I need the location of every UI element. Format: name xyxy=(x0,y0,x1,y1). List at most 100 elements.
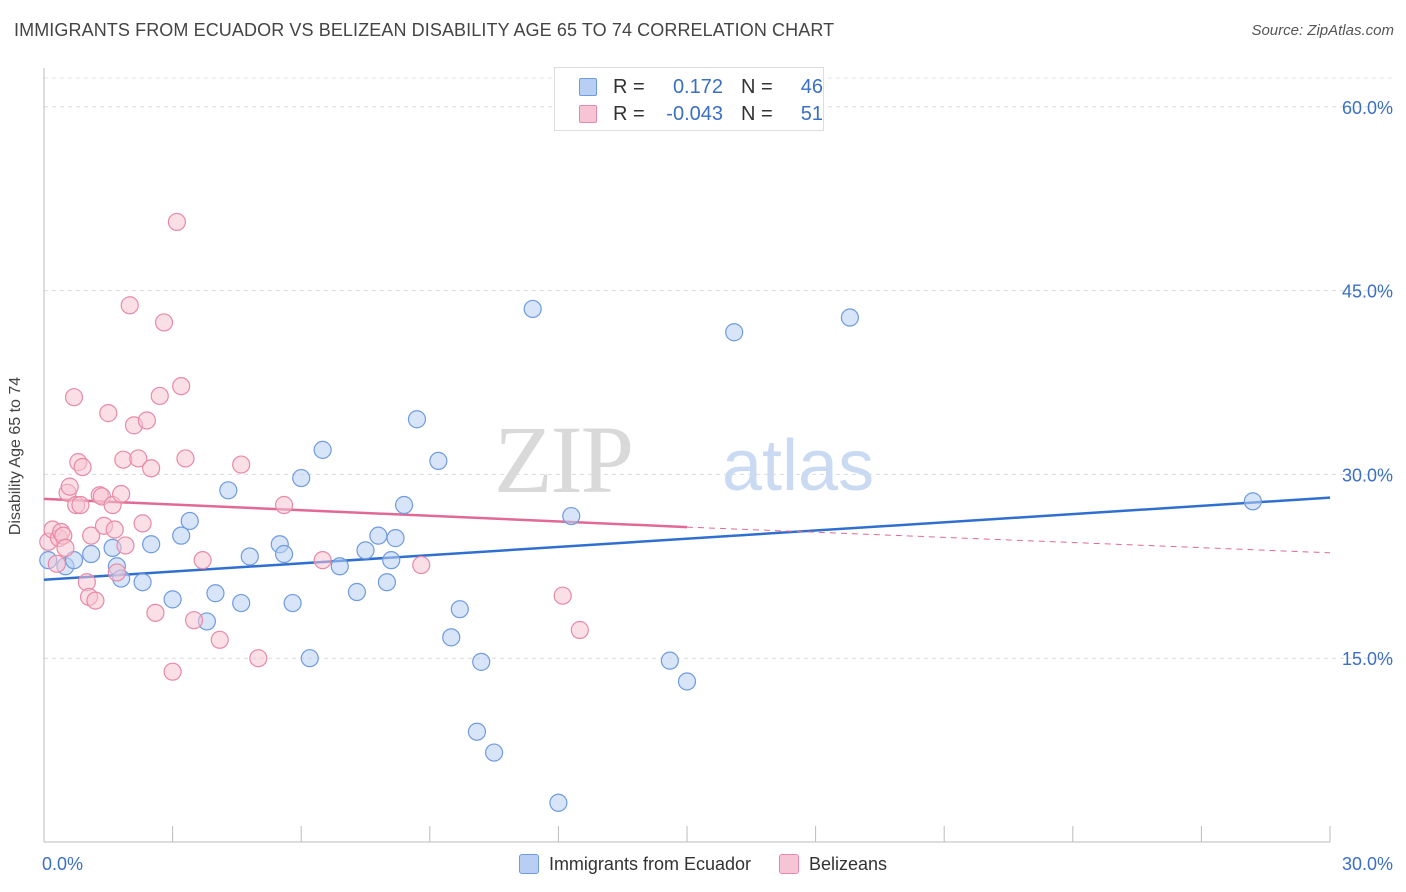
data-points xyxy=(39,212,1262,812)
data-point xyxy=(60,477,79,496)
data-point xyxy=(330,557,349,576)
data-point xyxy=(549,793,568,812)
r-value: -0.043 xyxy=(666,102,723,125)
watermark-zip: ZIP xyxy=(494,406,632,513)
x-tick-labels: 0.0% 30.0% xyxy=(42,854,1393,874)
ecuador-swatch xyxy=(579,78,597,96)
data-point xyxy=(232,593,251,613)
data-point xyxy=(219,481,238,500)
data-point xyxy=(382,551,401,570)
n-label: N = xyxy=(741,75,773,98)
grid-lines xyxy=(44,77,1392,659)
data-point xyxy=(562,506,581,526)
trend-line-belizeans xyxy=(43,497,688,529)
data-point xyxy=(429,451,448,471)
data-point xyxy=(570,620,589,640)
trend-lines xyxy=(43,496,1331,582)
chart-title: IMMIGRANTS FROM ECUADOR VS BELIZEAN DISA… xyxy=(14,20,835,40)
data-point xyxy=(129,449,148,468)
data-point xyxy=(71,495,90,515)
data-point xyxy=(154,313,174,332)
legend-label-ecuador: Immigrants from Ecuador xyxy=(548,853,751,874)
data-point xyxy=(240,547,259,566)
watermark: ZIP atlas xyxy=(494,406,874,513)
data-point xyxy=(660,651,679,670)
data-point xyxy=(105,520,124,539)
data-point xyxy=(377,573,397,592)
data-point xyxy=(116,536,135,555)
data-point xyxy=(86,591,105,610)
data-point xyxy=(193,551,212,570)
ecuador-legend-swatch xyxy=(518,854,539,874)
data-point xyxy=(677,672,697,691)
n-value: 51 xyxy=(800,102,823,125)
data-point xyxy=(146,603,165,622)
trend-line-belizeans-extension xyxy=(686,526,1331,554)
y-axis-label: Disability Age 65 to 74 xyxy=(7,376,24,536)
data-point xyxy=(142,535,161,554)
source-credit: Source: ZipAtlas.com xyxy=(1251,22,1394,39)
trend-line-ecuador xyxy=(43,496,1331,582)
axes xyxy=(43,68,1331,843)
data-point xyxy=(412,555,431,575)
data-point xyxy=(163,590,182,609)
legend-label-belizeans: Belizeans xyxy=(809,853,888,874)
data-point xyxy=(73,457,92,477)
data-point xyxy=(82,526,101,545)
data-point xyxy=(167,212,186,232)
data-point xyxy=(249,649,268,668)
data-point xyxy=(232,455,251,474)
data-point xyxy=(274,495,294,515)
data-point xyxy=(442,628,461,647)
data-point xyxy=(82,544,101,564)
data-point xyxy=(133,573,152,592)
data-point xyxy=(347,582,367,602)
data-point xyxy=(176,449,195,468)
correlation-legend: R = 0.172 N = 46 R = -0.043 N = 51 xyxy=(554,67,824,131)
data-point xyxy=(163,662,182,681)
x-tick-label-max: 30.0% xyxy=(1342,854,1393,874)
data-point xyxy=(99,404,118,423)
data-point xyxy=(553,586,572,605)
belizeans-swatch xyxy=(579,105,597,123)
data-point xyxy=(292,468,311,488)
data-point xyxy=(274,544,294,564)
data-point xyxy=(369,526,388,545)
data-point xyxy=(300,649,319,668)
data-point xyxy=(184,611,204,630)
data-point xyxy=(523,299,542,319)
n-value: 46 xyxy=(800,75,823,98)
legend-item-ecuador: Immigrants from Ecuador xyxy=(518,853,751,875)
data-point xyxy=(142,459,161,478)
data-point xyxy=(313,440,332,459)
data-point xyxy=(180,511,199,531)
data-point xyxy=(133,514,152,533)
n-label: N = xyxy=(741,102,773,125)
r-label: R = xyxy=(613,102,645,125)
r-value: 0.172 xyxy=(672,75,723,98)
legend-row-belizeans: R = -0.043 N = 51 xyxy=(579,101,823,127)
y-tick-label-0: 15.0% xyxy=(1342,649,1393,669)
y-tick-label-3: 60.0% xyxy=(1342,98,1393,118)
series-belizeans xyxy=(39,212,589,681)
data-point xyxy=(394,495,414,515)
data-point xyxy=(450,600,469,619)
belizeans-legend-swatch xyxy=(779,854,799,874)
r-label: R = xyxy=(613,75,645,98)
data-point xyxy=(725,323,744,342)
data-point xyxy=(112,484,131,504)
data-point xyxy=(47,554,66,573)
legend-item-belizeans: Belizeans xyxy=(779,854,887,875)
data-point xyxy=(120,296,139,315)
legend-row-ecuador: R = 0.172 N = 46 xyxy=(579,74,823,100)
data-point xyxy=(107,563,126,582)
y-tick-labels: 15.0% 30.0% 45.0% 60.0% xyxy=(1342,98,1393,669)
watermark-atlas: atlas xyxy=(722,426,874,506)
data-point xyxy=(206,584,225,603)
data-point xyxy=(1243,492,1262,511)
data-point xyxy=(172,377,191,396)
data-point xyxy=(283,593,302,613)
data-point xyxy=(313,551,332,570)
series-ecuador xyxy=(39,299,1262,812)
